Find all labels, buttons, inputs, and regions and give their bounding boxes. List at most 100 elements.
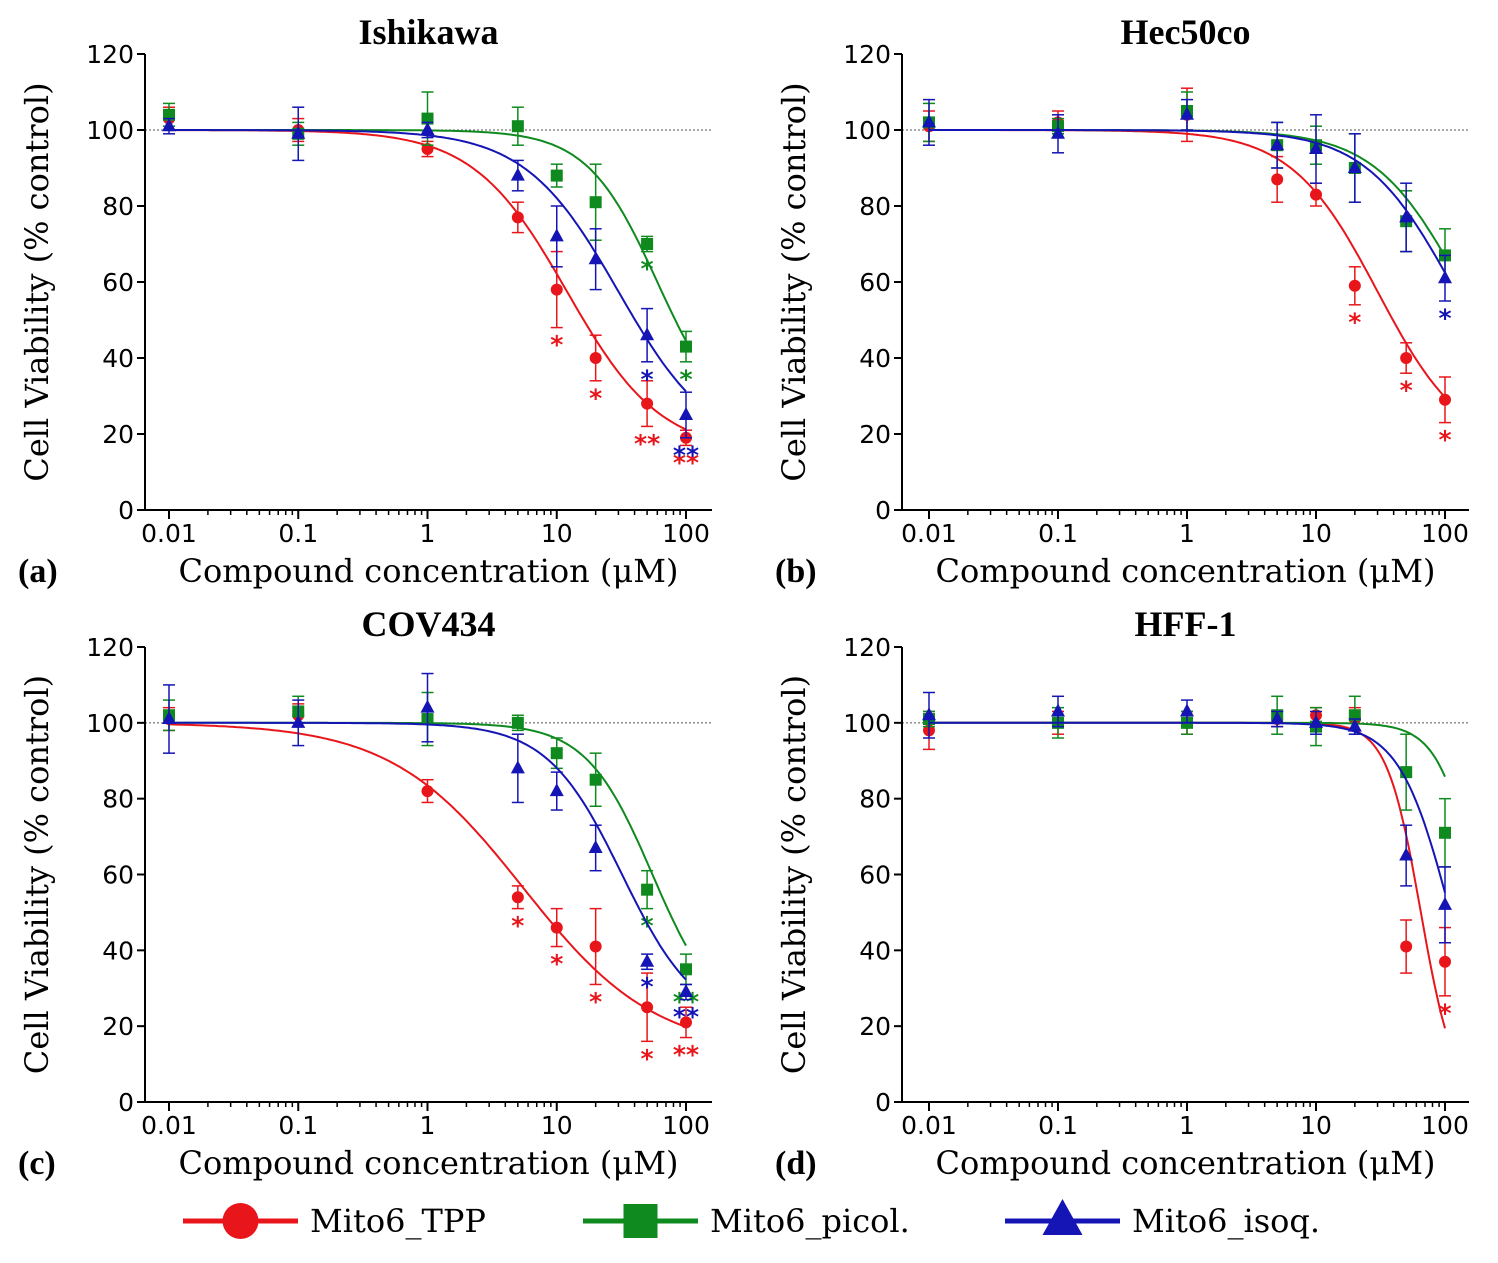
data-point [641,883,654,896]
legend-item-Mito6_isoq.: Mito6_isoq. [1005,1199,1320,1240]
fit-curve [169,723,687,1028]
x-tick-label: 0.01 [141,1111,197,1140]
data-point [1270,137,1285,151]
y-tick-label: 40 [859,344,891,373]
data-point [511,891,524,904]
data-point [421,785,434,798]
significance-mark: * [511,912,524,941]
fit-curve [929,721,1446,893]
significance-mark: ** [673,441,699,470]
data-point [163,108,175,121]
significance-mark: * [589,987,602,1016]
data-point [291,714,306,728]
significance-mark: * [679,365,692,394]
chart-title: COV434 [362,604,496,644]
data-point [1439,955,1451,968]
y-axis-label: Cell Viability (% control) [18,82,56,481]
data-point [550,747,563,760]
fit-curve [929,129,1446,274]
legend-label: Mito6_isoq. [1132,1202,1320,1240]
y-tick-label: 60 [859,268,891,297]
data-point [1347,160,1362,173]
y-tick-label: 80 [102,785,134,814]
x-axis-label: Compound concentration (μM) [179,1144,679,1182]
y-tick-label: 40 [102,936,134,965]
data-point [1271,173,1284,186]
data-point [1400,940,1413,953]
data-point [550,921,563,934]
fit-curve [169,129,687,431]
chart-panel-4: HFF-1 0 20 40 60 80 100 120 0.01 0.1 1 10 100 Compoun… [775,604,1469,1182]
data-point [922,707,936,721]
data-point [1438,896,1452,910]
significance-mark: * [1348,308,1361,337]
x-axis-label: Compound concentration (μM) [936,1144,1436,1182]
data-point [588,251,603,265]
data-point [680,340,692,353]
y-tick-label: 120 [86,40,134,69]
data-point [162,118,176,132]
data-point [1309,141,1323,154]
data-point [420,122,435,135]
legend-item-Mito6_picol.: Mito6_picol. [583,1202,910,1240]
legend-label: Mito6_picol. [710,1202,910,1240]
legend-marker-triangle [1042,1199,1083,1235]
significance-mark: ** [673,1041,699,1070]
data-point [641,238,654,250]
data-point [641,397,654,410]
data-point [162,711,176,725]
data-point [511,120,524,133]
chart-panel-1: Ishikawa 0 20 40 60 80 100 120 0.01 0.1 1 10 100 Comp… [18,12,712,590]
y-tick-label: 20 [859,420,891,449]
y-tick-label: 0 [875,1088,891,1117]
significance-mark: * [641,255,654,284]
legend-marker-square [623,1204,658,1238]
significance-mark: ** [673,1003,699,1032]
x-tick-label: 0.01 [901,1111,957,1140]
data-point [1399,847,1414,861]
data-point [1051,125,1065,139]
data-point [1348,279,1361,292]
x-tick-label: 0.1 [1038,519,1078,548]
y-tick-label: 60 [102,861,134,890]
x-tick-label: 0.1 [278,519,318,548]
data-point [588,839,603,853]
data-point [1439,393,1451,406]
data-point [680,963,692,976]
y-tick-label: 100 [86,709,134,738]
x-tick-label: 100 [1421,1111,1469,1140]
fit-curve [929,721,1446,1029]
x-tick-label: 10 [541,1111,573,1140]
x-tick-label: 1 [1179,1111,1195,1140]
y-tick-label: 120 [843,633,891,662]
data-point [640,953,655,967]
y-axis-label: Cell Viability (% control) [775,82,813,481]
panel-label: (d) [775,1145,817,1182]
significance-mark: * [1438,999,1451,1028]
significance-mark: * [1438,304,1451,333]
series-Mito6_TPP: * [923,706,1452,1029]
data-point [550,283,563,296]
series-Mito6_isoq.: * [922,98,1452,333]
significance-mark: * [1438,426,1451,455]
x-tick-label: 10 [1300,519,1332,548]
x-tick-label: 100 [662,519,710,548]
y-tick-label: 80 [859,192,891,221]
panel-label: (a) [18,553,58,590]
x-tick-label: 0.1 [1038,1111,1078,1140]
y-tick-label: 100 [843,116,891,145]
data-point [1400,352,1413,364]
legend-label: Mito6_TPP [310,1202,486,1240]
data-point [641,1001,654,1014]
y-tick-label: 80 [859,785,891,814]
x-tick-label: 100 [1421,519,1469,548]
data-point [420,699,435,713]
fit-curve [169,721,687,947]
legend-item-Mito6_TPP: Mito6_TPP [183,1202,486,1240]
data-point [1180,106,1194,120]
x-tick-label: 10 [1300,1111,1332,1140]
series-Mito6_isoq.: *** [162,672,699,1032]
data-point [1310,188,1322,201]
